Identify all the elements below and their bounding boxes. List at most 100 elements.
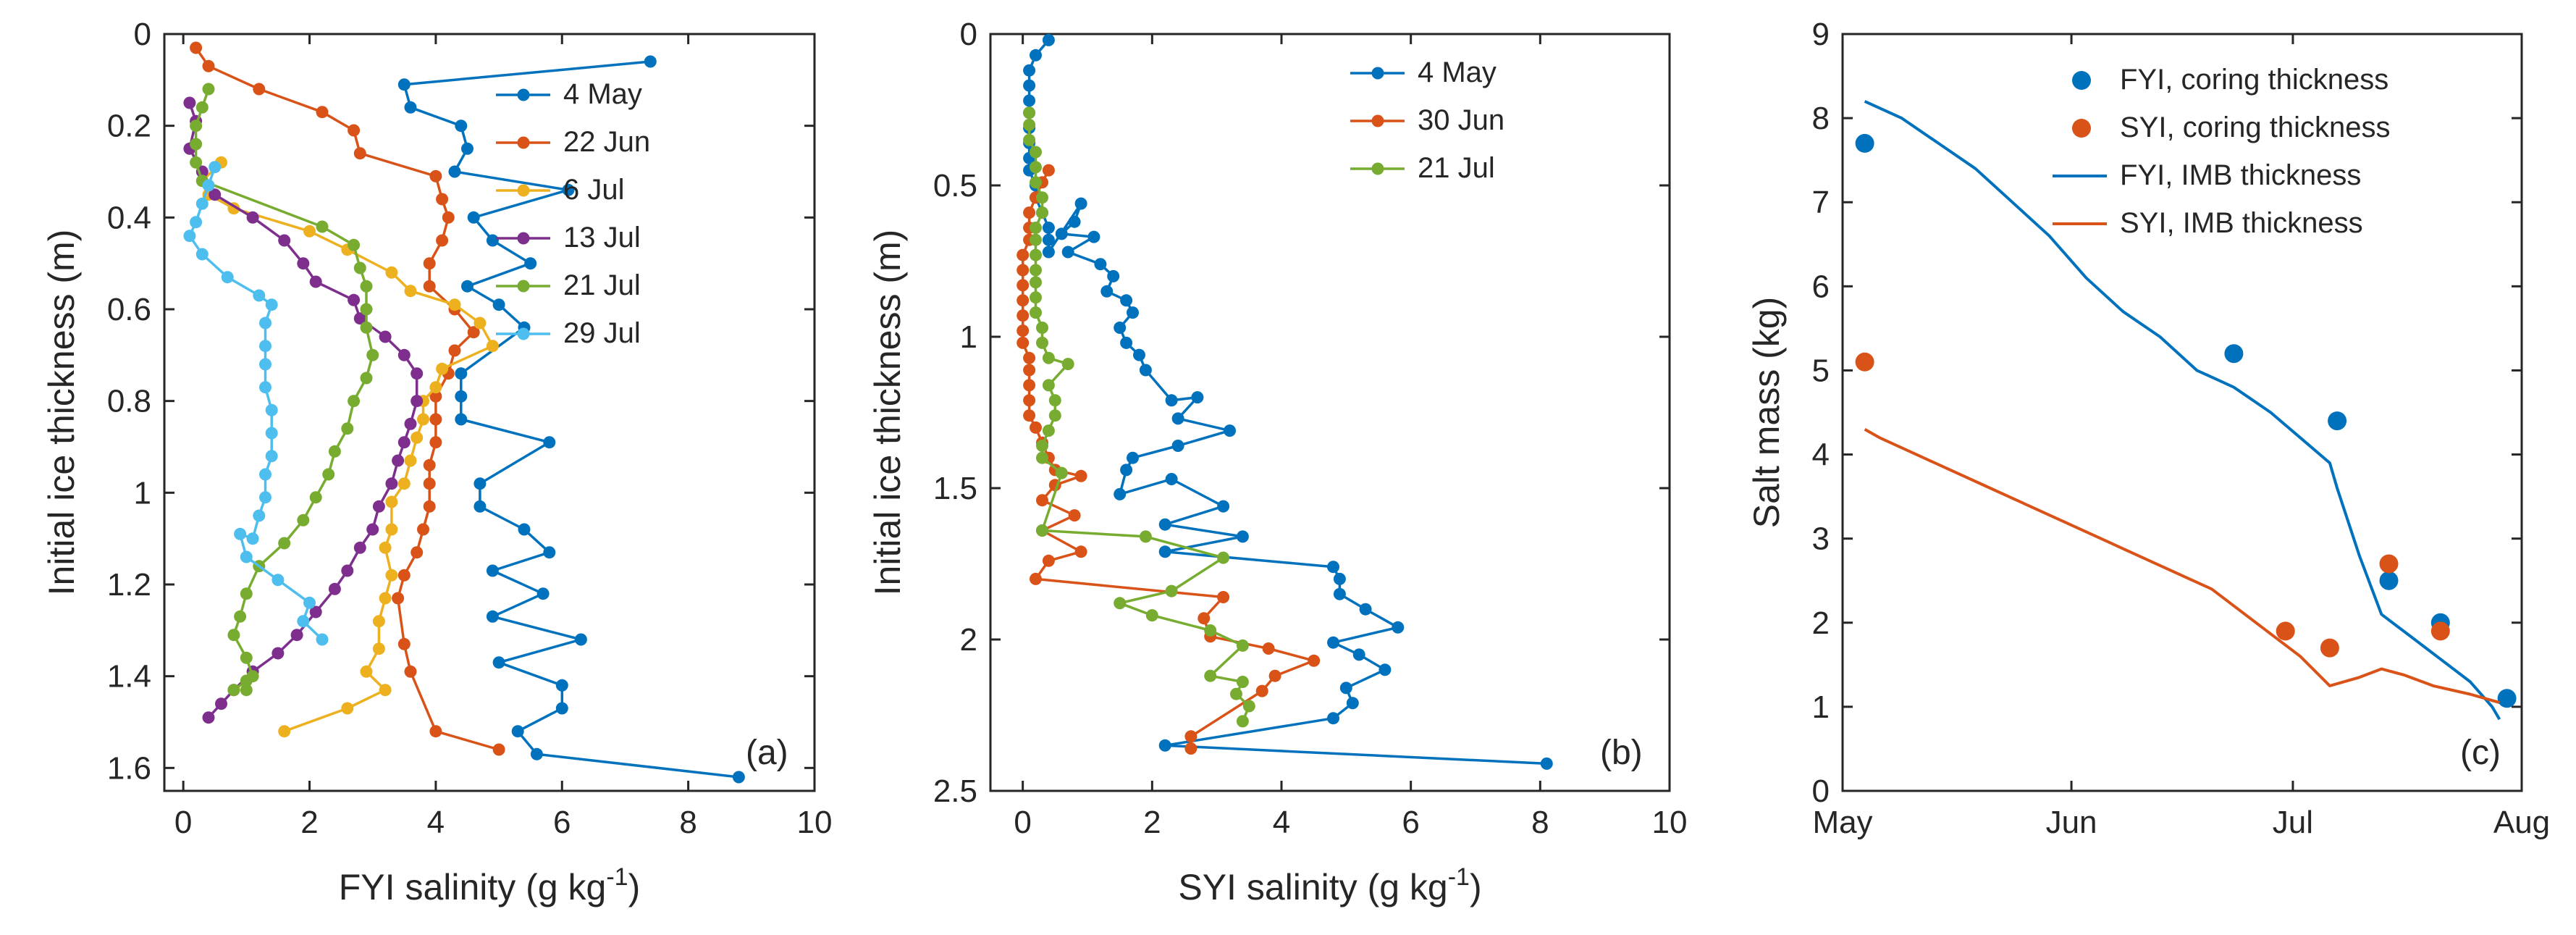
data-point [1030, 176, 1042, 189]
y-tick-label: 1.6 [107, 750, 151, 786]
y-tick-label: 7 [1812, 185, 1830, 220]
data-point [240, 674, 253, 687]
data-point [190, 156, 203, 169]
y-tick-label: 1 [134, 475, 151, 511]
series-a-4 [190, 83, 379, 697]
data-point [1191, 391, 1204, 404]
y-tick-label: 6 [1812, 269, 1830, 304]
y-tick-label: 0 [960, 17, 977, 52]
data-point [1204, 624, 1217, 637]
data-point [1048, 409, 1061, 422]
data-point [467, 326, 480, 339]
data-point [265, 427, 278, 440]
data-point [1055, 227, 1068, 240]
legend-marker [1371, 67, 1384, 80]
data-point [461, 142, 473, 155]
data-point [379, 330, 392, 343]
data-point [555, 679, 568, 692]
legend-c: FYI, coring thickness SYI, coring thickne… [2053, 64, 2391, 239]
x-tick-label: 0 [1014, 805, 1031, 840]
data-point [1127, 451, 1139, 464]
y-tick-label: 3 [1812, 521, 1830, 557]
series-c-1 [1855, 352, 2450, 658]
data-point [1042, 164, 1055, 177]
data-point [190, 216, 203, 229]
data-point [1197, 612, 1211, 625]
data-point [1359, 603, 1372, 616]
series-line [1027, 39, 1547, 766]
legend-b: 4 May 30 Jun 21 Jul [1350, 56, 1504, 184]
legend-label: 29 Jul [563, 317, 641, 349]
data-point [360, 303, 373, 316]
series-a-1 [190, 41, 505, 756]
x-tick-label: 2 [1143, 805, 1161, 840]
data-point [486, 610, 499, 623]
legend-marker [2072, 71, 2091, 90]
data-point [259, 358, 272, 371]
data-point [1217, 500, 1230, 513]
data-point [1042, 246, 1055, 259]
x-tick-label: 8 [1531, 805, 1549, 840]
data-point [397, 569, 411, 582]
y-tick-label: 2 [960, 622, 977, 658]
data-point [379, 541, 392, 554]
data-point [436, 234, 449, 247]
data-point [1855, 352, 1874, 372]
data-point [1339, 682, 1352, 695]
legend-label: FYI, IMB thickness [2120, 159, 2361, 191]
data-point [259, 491, 272, 504]
x-axis-label-main: SYI salinity (g kg [1178, 867, 1447, 907]
data-point [278, 725, 291, 738]
data-point [1042, 351, 1055, 364]
data-point [2328, 411, 2347, 431]
data-point [411, 431, 424, 444]
data-point [423, 280, 436, 293]
legend-label: 4 May [1418, 56, 1497, 88]
data-point [1262, 642, 1275, 655]
data-point [360, 372, 373, 385]
legend-marker [1371, 162, 1384, 175]
y-tick-label: 0.8 [107, 384, 151, 419]
data-point [397, 436, 411, 449]
series-line [1864, 100, 2501, 721]
data-point [183, 230, 196, 243]
series-a-2 [195, 156, 499, 738]
data-point [353, 261, 366, 274]
data-point [372, 500, 385, 513]
data-point [411, 395, 424, 408]
data-point [309, 491, 322, 504]
data-point [429, 413, 442, 426]
data-point [1242, 700, 1255, 713]
x-tick-label: 2 [300, 805, 318, 840]
data-point [1042, 222, 1055, 234]
data-point [303, 596, 316, 609]
panel-b: 0 2 4 6 8 10 0 0.5 1 1.5 2 2.5 Initial ice thickness… [867, 17, 1687, 907]
data-point [1061, 358, 1074, 371]
data-point [1036, 440, 1048, 452]
data-point [1016, 294, 1030, 307]
data-point [341, 564, 354, 577]
data-point [2379, 554, 2399, 574]
data-point [1036, 451, 1048, 464]
data-point [448, 165, 461, 178]
data-point [360, 280, 373, 293]
data-point [372, 615, 385, 628]
legend-label: SYI, IMB thickness [2120, 207, 2363, 239]
legend-label: 6 Jul [563, 174, 625, 206]
data-point [1042, 379, 1055, 392]
x-tick-label: 4 [427, 805, 445, 840]
x-axis-label-superscript: -1 [606, 863, 628, 891]
data-point [202, 711, 215, 724]
data-point [1036, 206, 1048, 219]
data-point [1158, 545, 1171, 558]
data-point [221, 271, 234, 284]
data-point [1030, 572, 1042, 585]
data-point [1030, 248, 1042, 261]
data-point [467, 211, 480, 224]
series-line [1864, 427, 2500, 705]
series-line [194, 88, 374, 692]
data-point [417, 523, 429, 536]
data-point [259, 381, 272, 394]
data-point [423, 257, 436, 270]
